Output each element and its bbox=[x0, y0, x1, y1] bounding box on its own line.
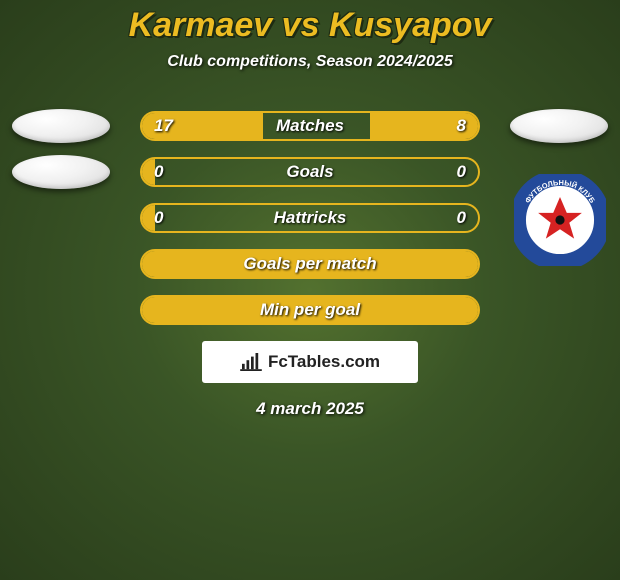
stat-label: Goals per match bbox=[142, 254, 478, 274]
player-avatar-right bbox=[510, 109, 608, 143]
bar-chart-icon bbox=[240, 353, 262, 371]
stat-label: Matches bbox=[142, 116, 478, 136]
player-avatar-left bbox=[12, 155, 110, 189]
stat-label: Min per goal bbox=[142, 300, 478, 320]
player-avatar-left bbox=[12, 109, 110, 143]
stat-label: Goals bbox=[142, 162, 478, 182]
subtitle: Club competitions, Season 2024/2025 bbox=[0, 53, 620, 71]
stat-pill: Min per goal bbox=[140, 295, 480, 325]
stat-pill: Hattricks0 0 bbox=[140, 203, 480, 233]
stat-label: Hattricks bbox=[142, 208, 478, 228]
stat-value-right: 8 bbox=[457, 116, 466, 136]
attribution: FcTables.com bbox=[202, 341, 418, 383]
stat-pill: Goals0 0 bbox=[140, 157, 480, 187]
attribution-text: FcTables.com bbox=[268, 352, 380, 372]
page-title: Karmaev vs Kusyapov bbox=[0, 0, 620, 45]
date-label: 4 march 2025 bbox=[0, 399, 620, 419]
stat-pill: Matches17 8 bbox=[140, 111, 480, 141]
stat-value-left: 0 bbox=[154, 208, 163, 228]
stat-value-left: 17 bbox=[154, 116, 173, 136]
stat-row: Min per goal bbox=[0, 289, 620, 335]
stat-value-right: 0 bbox=[457, 208, 466, 228]
club-badge: ФУТБОЛЬНЫЙ КЛУБ «КАМАЗ» bbox=[514, 174, 606, 266]
stat-value-left: 0 bbox=[154, 162, 163, 182]
stat-value-right: 0 bbox=[457, 162, 466, 182]
stat-row: Matches17 8 bbox=[0, 105, 620, 151]
stat-pill: Goals per match bbox=[140, 249, 480, 279]
